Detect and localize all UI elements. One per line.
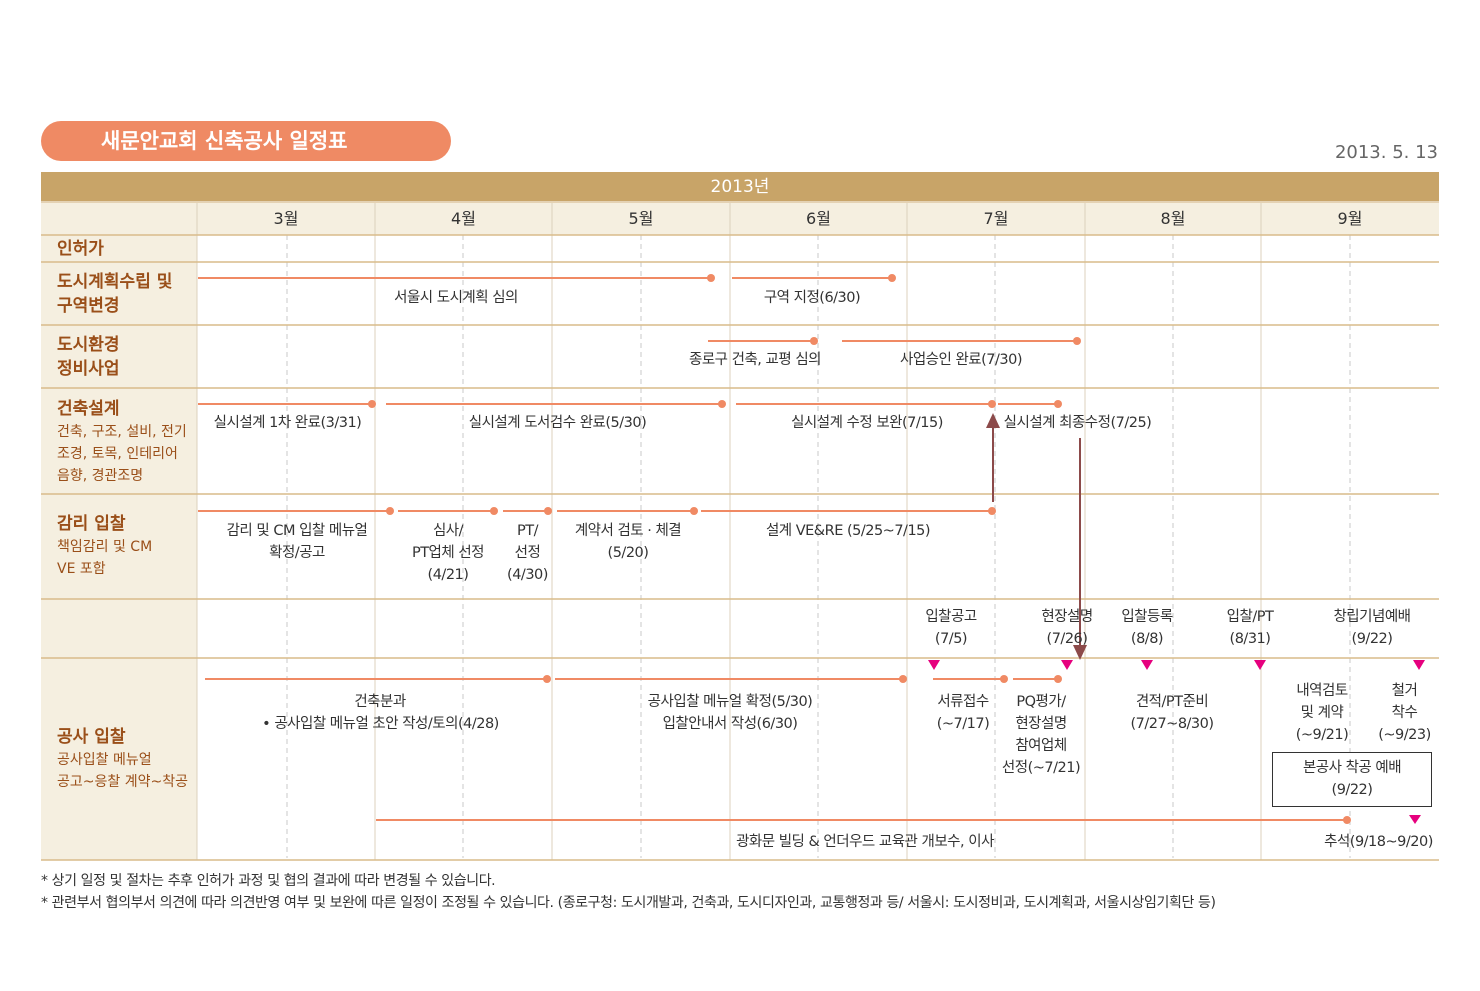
sup-label-pt-2: 선정 <box>514 545 541 561</box>
con-label-estimate-2: (7/27~8/30) <box>1130 716 1214 732</box>
sup-label-review-2: PT업체 선정 <box>411 545 485 561</box>
milestone-registration-2: (8/8) <box>1130 631 1164 647</box>
sup-label-review-3: (4/21) <box>427 567 469 583</box>
milestone-announce-1: 입찰공고 <box>925 609 977 625</box>
footnote-2: * 관련부서 협의부서 의견에 따라 의견반영 여부 및 보완에 따른 일정이 … <box>41 895 1216 911</box>
row-label-urban-line1: 도시계획수립 및 <box>57 272 173 292</box>
row-label-arch-sub2: 조경, 토목, 인테리어 <box>57 446 178 462</box>
con-label-contract-1: 내역검토 <box>1296 683 1348 699</box>
mid-month-guides <box>286 235 1351 858</box>
con-label-demolition-1: 철거 <box>1391 683 1418 699</box>
connector-arrows <box>986 413 1087 660</box>
row-label-arch: 건축설계 건축, 구조, 설비, 전기 조경, 토목, 인테리어 음향, 경관조… <box>57 397 187 487</box>
sup-label-contract-1: 계약서 검토 · 체결 <box>574 523 682 539</box>
milestone-registration-1: 입찰등록 <box>1121 609 1173 625</box>
con-label-renovation: 광화문 빌딩 & 언더우드 교육관 개보수, 이사 <box>736 834 994 850</box>
milestone-briefing-2: (7/26) <box>1046 631 1088 647</box>
row-label-construction-sub1: 공사입찰 메뉴얼 <box>57 752 152 768</box>
groundbreaking-label-2: (9/22) <box>1331 782 1373 798</box>
row-separators <box>41 234 1439 861</box>
sup-label-pt-3: (4/30) <box>507 567 548 583</box>
milestone-markers <box>928 660 1425 824</box>
milestone-bid-pt-1: 입찰/PT <box>1226 609 1274 625</box>
row-label-construction: 공사 입찰 공사입찰 메뉴얼 공고~응찰 계약~착공 <box>57 725 188 793</box>
month-march: 3월 <box>273 209 299 228</box>
con-label-chuseok: 추석(9/18~9/20) <box>1324 834 1433 850</box>
con-label-pq-1: PQ평가/ <box>1016 694 1066 710</box>
milestone-anniversary-1: 창립기념예배 <box>1333 609 1411 625</box>
env-label-review: 종로구 건축, 교평 심의 <box>689 352 822 368</box>
month-april: 4월 <box>451 209 476 228</box>
con-label-manual-confirm: 공사입찰 메뉴얼 확정(5/30) <box>647 694 813 710</box>
row-label-construction-sub2: 공고~응찰 계약~착공 <box>57 774 188 790</box>
con-label-draft: • 공사입찰 메뉴얼 초안 작성/토의(4/28) <box>262 716 499 732</box>
milestone-anniversary-2: (9/22) <box>1351 631 1393 647</box>
month-may: 5월 <box>628 209 654 228</box>
con-label-contract-3: (~9/21) <box>1295 727 1349 743</box>
row-label-supervision-main: 감리 입찰 <box>57 514 126 534</box>
row-label-supervision-sub1: 책임감리 및 CM <box>57 539 153 555</box>
groundbreaking-label-1: 본공사 착공 예배 <box>1302 760 1402 776</box>
row-label-env-line1: 도시환경 <box>57 335 120 355</box>
row-label-construction-main: 공사 입찰 <box>57 727 126 747</box>
con-label-guide: 입찰안내서 작성(6/30) <box>662 716 798 732</box>
row-label-supervision-sub2: VE 포함 <box>57 561 106 577</box>
con-label-pq-2: 현장설명 <box>1015 716 1067 732</box>
month-header <box>41 203 1439 235</box>
milestone-bid-pt-2: (8/31) <box>1229 631 1271 647</box>
month-august: 8월 <box>1160 209 1186 228</box>
row-label-arch-sub3: 음향, 경관조명 <box>57 468 144 484</box>
groundbreaking-service-box: 본공사 착공 예배 (9/22) <box>1272 752 1432 807</box>
arch-label-final: 실시설계 최종수정(7/25) <box>1003 415 1152 431</box>
con-label-docs-2: (~7/17) <box>936 716 990 732</box>
document-date: 2013. 5. 13 <box>1334 142 1438 163</box>
con-label-estimate-1: 견적/PT준비 <box>1135 694 1209 710</box>
year-band: 2013년 <box>41 172 1439 203</box>
page-title: 새문안교회 신축공사 일정표 <box>41 121 451 161</box>
arch-label-first: 실시설계 1차 완료(3/31) <box>213 415 362 431</box>
con-label-demolition-2: 착수 <box>1391 705 1418 721</box>
row-label-urban: 도시계획수립 및 구역변경 <box>57 270 172 318</box>
env-label-approval: 사업승인 완료(7/30) <box>899 352 1023 368</box>
urban-label-designation: 구역 지정(6/30) <box>763 290 861 306</box>
row-label-permit: 인허가 <box>57 237 104 261</box>
row-label-arch-main: 건축설계 <box>57 399 120 419</box>
con-label-demolition-3: (~9/23) <box>1378 727 1431 743</box>
row-label-permit-main: 인허가 <box>57 239 104 259</box>
sup-label-review-1: 심사/ <box>432 523 464 539</box>
timeline-bars <box>198 277 1347 821</box>
row-label-arch-sub1: 건축, 구조, 설비, 전기 <box>57 424 187 440</box>
bar-end-dots <box>368 274 1351 824</box>
row-label-urban-line2: 구역변경 <box>57 296 120 316</box>
sup-label-manual-1: 감리 및 CM 입찰 메뉴얼 <box>226 523 368 539</box>
con-label-committee: 건축분과 <box>354 694 406 710</box>
con-label-docs-1: 서류접수 <box>937 694 989 710</box>
urban-label-review: 서울시 도시계획 심의 <box>394 290 518 306</box>
row-label-env-line2: 정비사업 <box>57 359 120 379</box>
con-label-pq-3: 참여업체 <box>1015 738 1067 754</box>
arch-label-revision: 실시설계 수정 보완(7/15) <box>791 415 943 431</box>
arch-label-inspection: 실시설계 도서검수 완료(5/30) <box>468 415 647 431</box>
sup-label-contract-2: (5/20) <box>607 545 649 561</box>
row-label-env: 도시환경 정비사업 <box>57 333 120 381</box>
footnote-1: * 상기 일정 및 절차는 추후 인허가 과정 및 협의 결과에 따라 변경될 … <box>41 873 496 889</box>
month-july: 7월 <box>983 209 1009 228</box>
row-label-supervision: 감리 입찰 책임감리 및 CM VE 포함 <box>57 512 152 580</box>
row-label-column <box>41 235 197 860</box>
con-label-pq-4: 선정(~7/21) <box>1001 760 1081 776</box>
sup-label-manual-2: 확정/공고 <box>269 545 325 561</box>
con-label-contract-2: 및 계약 <box>1300 705 1344 721</box>
month-september: 9월 <box>1337 209 1363 228</box>
sup-label-pt-1: PT/ <box>517 523 539 539</box>
month-boundaries <box>196 203 1262 860</box>
month-june: 6월 <box>806 209 831 228</box>
milestone-briefing-1: 현장설명 <box>1041 609 1093 625</box>
sup-label-ve: 설계 VE&RE (5/25~7/15) <box>765 523 931 539</box>
milestone-announce-2: (7/5) <box>934 631 968 647</box>
